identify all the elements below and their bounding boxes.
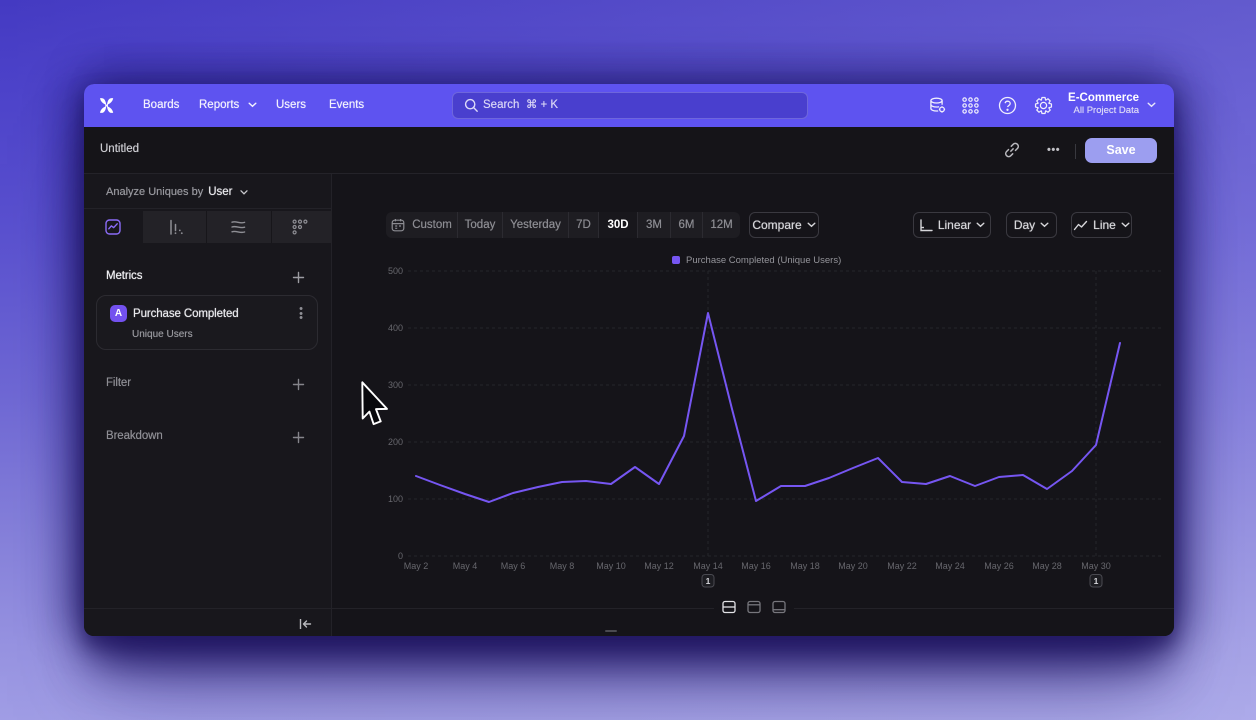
svg-text:May 10: May 10: [596, 561, 626, 571]
svg-text:May 4: May 4: [453, 561, 478, 571]
svg-text:100: 100: [388, 494, 403, 504]
svg-text:1: 1: [1094, 576, 1099, 586]
svg-text:500: 500: [388, 266, 403, 276]
svg-text:May 26: May 26: [984, 561, 1014, 571]
svg-text:May 8: May 8: [550, 561, 575, 571]
svg-text:May 16: May 16: [741, 561, 771, 571]
svg-text:May 18: May 18: [790, 561, 820, 571]
svg-text:May 20: May 20: [838, 561, 868, 571]
svg-text:200: 200: [388, 437, 403, 447]
svg-text:300: 300: [388, 380, 403, 390]
svg-text:May 30: May 30: [1081, 561, 1111, 571]
svg-text:400: 400: [388, 323, 403, 333]
svg-text:May 6: May 6: [501, 561, 526, 571]
svg-text:May 28: May 28: [1032, 561, 1062, 571]
svg-text:May 2: May 2: [404, 561, 429, 571]
svg-text:May 24: May 24: [935, 561, 965, 571]
svg-text:May 12: May 12: [644, 561, 674, 571]
svg-text:0: 0: [398, 551, 403, 561]
svg-text:1: 1: [706, 576, 711, 586]
svg-text:May 14: May 14: [693, 561, 723, 571]
svg-text:May 22: May 22: [887, 561, 917, 571]
